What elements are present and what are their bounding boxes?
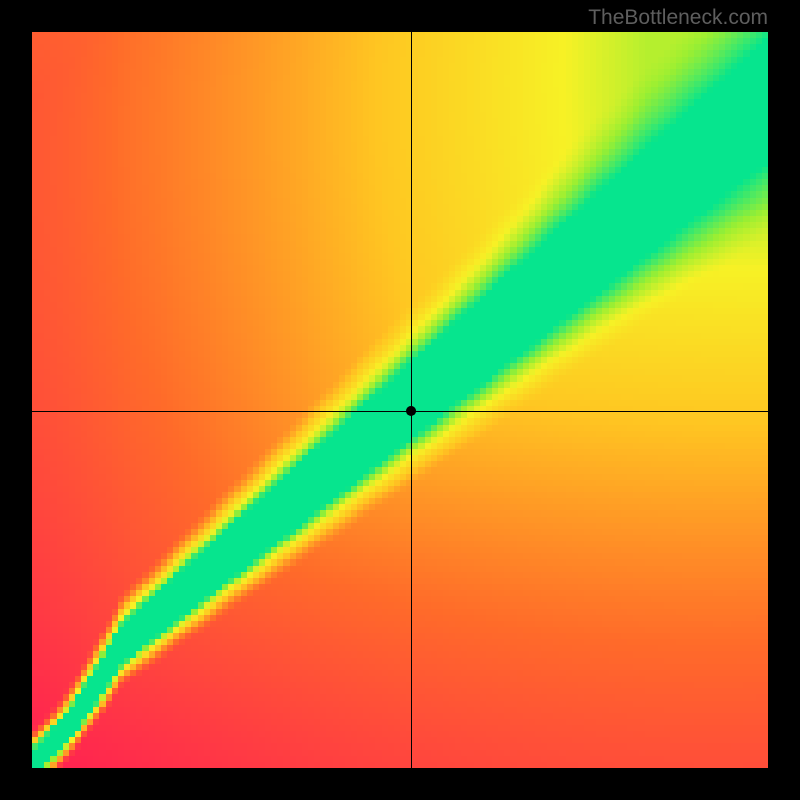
- watermark-text: TheBottleneck.com: [588, 6, 768, 30]
- heatmap-canvas: [32, 32, 768, 768]
- bottleneck-heatmap: [32, 32, 768, 768]
